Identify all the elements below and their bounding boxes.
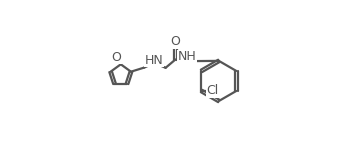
Text: Cl: Cl [206,84,219,98]
Text: NH: NH [177,51,196,63]
Text: O: O [112,51,121,64]
Text: HN: HN [145,54,164,67]
Text: O: O [170,35,180,48]
